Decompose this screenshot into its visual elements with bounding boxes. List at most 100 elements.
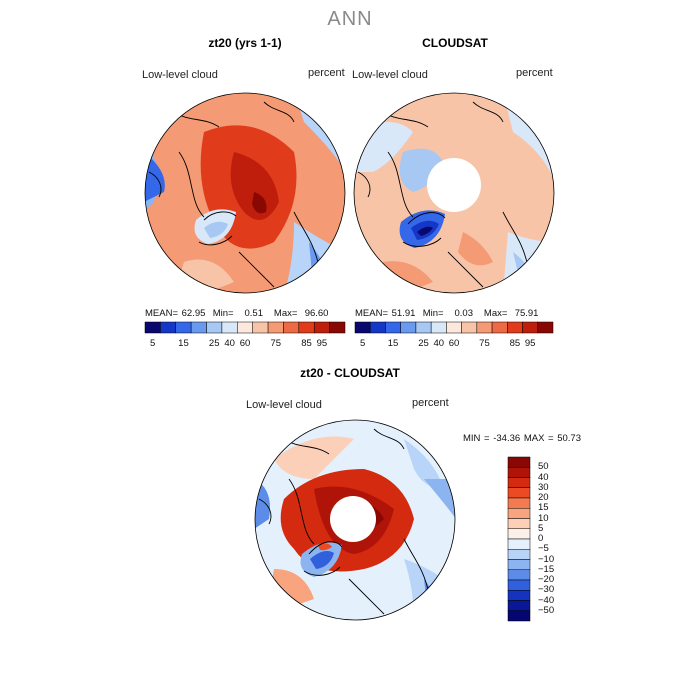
colorbar-swatch — [507, 497, 531, 509]
panel3-map — [254, 419, 456, 621]
panel2-colorbar-labels: 5 15 25 40 60 75 85 95 — [355, 338, 553, 350]
panel3-colorbar — [507, 456, 531, 622]
colorbar-tick-label: −15 — [538, 563, 555, 575]
colorbar-tick-label: 5 — [359, 338, 366, 349]
colorbar-swatch — [507, 590, 531, 601]
colorbar-tick-label: 75 — [479, 338, 490, 349]
colorbar-swatch — [507, 549, 531, 560]
panel1-title: zt20 (yrs 1-1) — [208, 36, 282, 50]
colorbar-tick-label: 0 — [538, 533, 544, 544]
panel1-stats: MEAN= 62.95 Min= 0.51 Max= 96.60 — [145, 308, 328, 319]
colorbar-swatch — [329, 321, 346, 334]
colorbar-swatch — [175, 321, 192, 334]
colorbar-tick-label: 5 — [150, 338, 156, 349]
colorbar-tick-label: 85 — [301, 338, 312, 349]
colorbar-tick-label: 60 — [448, 338, 460, 349]
colorbar-tick-label: −50 — [538, 604, 555, 616]
panel1-mean-label: MEAN= — [145, 308, 178, 319]
colorbar-tick-label: 30 — [538, 481, 549, 493]
colorbar-swatch — [507, 610, 531, 622]
panel1-max-value: 96.60 — [304, 308, 329, 319]
figure-suptitle: ANN — [327, 8, 373, 30]
colorbar-tick-label: 20 — [538, 492, 549, 503]
colorbar-tick-label: −5 — [538, 543, 549, 555]
panel1-subtitle-right: percent — [308, 67, 345, 79]
panel3-map-border — [254, 419, 456, 621]
colorbar-swatch — [507, 508, 531, 519]
panel1-coastlines — [148, 101, 320, 288]
panel3-subtitle-left: Low-level cloud — [246, 399, 322, 411]
colorbar-tick-label: 10 — [538, 512, 549, 524]
colorbar-swatch — [206, 321, 223, 334]
panel2-colorbar — [354, 321, 554, 334]
colorbar-swatch — [354, 321, 371, 334]
panel3-title: zt20 - CLOUDSAT — [300, 366, 400, 380]
colorbar-swatch — [221, 321, 238, 334]
colorbar-tick-label: 15 — [178, 338, 189, 349]
colorbar-swatch — [400, 321, 417, 334]
colorbar-swatch — [476, 321, 493, 334]
colorbar-swatch — [507, 579, 531, 591]
colorbar-swatch — [369, 321, 386, 334]
colorbar-swatch — [537, 321, 554, 334]
colorbar-tick-label: 15 — [387, 338, 399, 349]
colorbar-tick-label: 40 — [224, 338, 235, 349]
colorbar-swatch — [507, 518, 531, 529]
panel1-map — [144, 92, 346, 294]
panel3-stats: MIN = -34.36 MAX = 50.73 — [463, 433, 582, 444]
colorbar-swatch — [252, 321, 269, 334]
colorbar-swatch — [507, 487, 531, 499]
colorbar-tick-label: 95 — [316, 338, 328, 349]
panel2-field-se — [503, 232, 554, 293]
colorbar-tick-label: 5 — [538, 522, 544, 534]
panel2-subtitle-right: percent — [516, 67, 553, 79]
colorbar-swatch — [283, 321, 300, 334]
panel2-map — [353, 92, 555, 294]
colorbar-swatch — [430, 321, 447, 334]
colorbar-swatch — [415, 321, 432, 334]
panel1-mean-value: 62.95 — [181, 308, 206, 319]
colorbar-swatch — [267, 321, 284, 334]
colorbar-tick-label: 15 — [538, 502, 549, 514]
colorbar-swatch — [507, 477, 531, 488]
panel1-map-border — [144, 92, 346, 294]
colorbar-swatch — [144, 321, 161, 334]
colorbar-tick-label: 25 — [418, 338, 429, 349]
colorbar-swatch — [237, 321, 253, 334]
colorbar-tick-label: −20 — [538, 574, 555, 585]
colorbar-tick-label: 50 — [538, 461, 549, 473]
panel1-max-label: Max= — [273, 308, 298, 319]
colorbar-tick-label: 85 — [509, 338, 521, 349]
colorbar-tick-label: −10 — [538, 553, 555, 565]
colorbar-swatch — [507, 467, 531, 478]
panel2-stats: MEAN= 51.91 Min= 0.03 Max= 75.91 — [355, 308, 538, 319]
colorbar-swatch — [507, 528, 531, 540]
colorbar-tick-label: 40 — [433, 338, 445, 349]
panel2-max-label: Max= — [483, 308, 508, 319]
colorbar-tick-label: 40 — [538, 471, 549, 483]
panel2-max-value: 75.91 — [514, 308, 539, 319]
panel1-min-label: Min= — [212, 308, 234, 319]
colorbar-swatch — [507, 456, 531, 468]
colorbar-tick-label: −30 — [538, 584, 555, 596]
colorbar-tick-label: 95 — [524, 338, 536, 349]
colorbar-swatch — [385, 321, 401, 334]
colorbar-swatch — [507, 569, 531, 581]
panel2-coastlines — [357, 101, 529, 288]
panel1-colorbar-labels: 5 15 25 40 60 75 85 95 — [145, 338, 345, 350]
colorbar-swatch — [446, 321, 462, 334]
panel2-min-label: Min= — [422, 308, 444, 319]
colorbar-tick-label: −40 — [538, 594, 555, 606]
colorbar-swatch — [313, 321, 330, 334]
panel2-pole-hole — [427, 158, 481, 212]
colorbar-swatch — [298, 321, 315, 334]
panel3-pole-hole — [330, 496, 376, 542]
panel2-mean-label: MEAN= — [355, 308, 388, 319]
colorbar-tick-label: 25 — [208, 338, 220, 349]
colorbar-swatch — [507, 538, 531, 550]
panel1-min-value: 0.51 — [244, 308, 263, 319]
panel3-coastlines — [258, 428, 430, 615]
colorbar-swatch — [491, 321, 508, 334]
colorbar-swatch — [507, 321, 523, 334]
colorbar-swatch — [160, 321, 177, 334]
